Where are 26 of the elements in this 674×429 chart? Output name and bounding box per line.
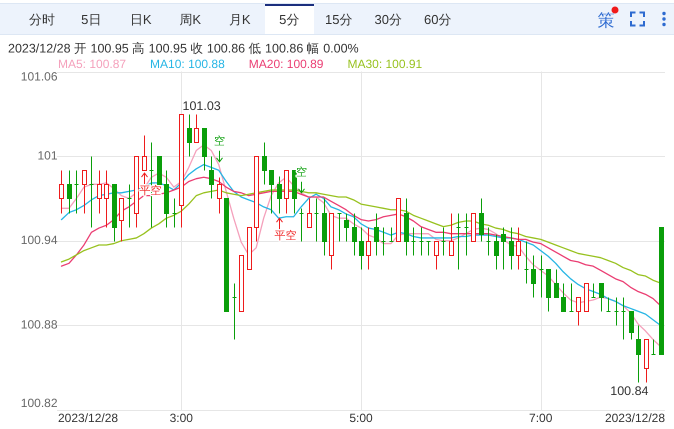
y-tick-label: 100.88 bbox=[20, 318, 58, 332]
annotation: 100.84 bbox=[610, 384, 649, 398]
tab: 15分 bbox=[314, 4, 364, 34]
y-tick-label: 100.94 bbox=[20, 232, 58, 247]
x-tick-label: 3:00 bbox=[170, 411, 194, 426]
tab: 分时 bbox=[17, 4, 66, 34]
tab: 日K bbox=[116, 4, 166, 34]
y-tick-label: 101 bbox=[37, 148, 58, 162]
y-tick-label: 101.06 bbox=[20, 70, 58, 84]
tab: 30分 bbox=[364, 4, 413, 34]
annotation: 101.03 bbox=[182, 98, 221, 113]
y-tick-label: 100.82 bbox=[20, 396, 58, 410]
button: 策 bbox=[594, 4, 618, 34]
x-tick-label: 2023/12/28 bbox=[58, 411, 118, 426]
x-tick-label: 5:00 bbox=[349, 411, 373, 426]
x-tick-label: 7:00 bbox=[529, 411, 553, 426]
legend: MA5: 100.87 MA10: 100.88 MA20: 100.89 MA30: 100.91 bbox=[58, 57, 422, 72]
chart-subtitle: 2023/12/28 开 100.95 高 100.95 收 100.86 低 100.86 幅 0.00% bbox=[8, 40, 359, 56]
annotation: 平空 bbox=[274, 229, 296, 242]
tab: 周K bbox=[166, 4, 215, 34]
tab: 5分 bbox=[264, 4, 314, 34]
tab: 5日 bbox=[66, 4, 116, 34]
x-tick-label: 2023/12/28 bbox=[604, 411, 666, 426]
tab: 60分 bbox=[413, 4, 462, 34]
annotation: 空 bbox=[214, 134, 225, 148]
tab: 月K bbox=[215, 4, 264, 34]
